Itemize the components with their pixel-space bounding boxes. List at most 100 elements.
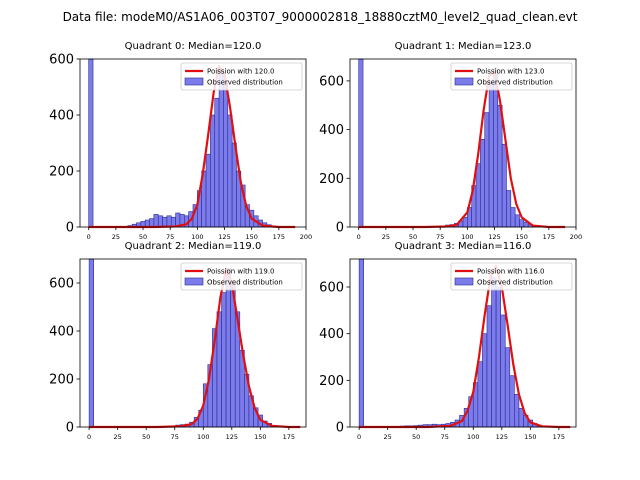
histogram-bar <box>509 375 515 428</box>
histogram-bar <box>519 219 525 228</box>
histogram-bar <box>501 143 507 228</box>
y-tick-label: 200 <box>49 165 74 180</box>
x-tick-label: 25 <box>382 233 390 241</box>
histogram-bar <box>493 68 499 228</box>
x-tick-label: 0 <box>87 433 91 441</box>
y-tick-label: 0 <box>66 221 74 236</box>
subplot-title: Quadrant 0: Median=120.0 <box>125 41 262 52</box>
histogram-bars <box>358 58 542 228</box>
axes-frame <box>79 258 307 428</box>
histogram-bar <box>462 216 468 228</box>
y-tick-label: 200 <box>319 374 344 389</box>
x-tick-label: 125 <box>218 233 230 241</box>
histogram-bar-zero <box>358 258 364 428</box>
quadrant-0-panel: Quadrant 0: Median=120.0 0 200 400 600 0 25 50 7… <box>49 41 312 241</box>
x-tick-label: 150 <box>515 233 527 241</box>
y-tick-label: 400 <box>319 327 344 342</box>
x-tick-label: 25 <box>114 433 122 441</box>
subplot-title: Quadrant 3: Median=116.0 <box>395 241 532 252</box>
x-tick-label: 0 <box>87 233 91 241</box>
histogram-bar <box>166 215 172 228</box>
histogram-bar <box>477 361 483 428</box>
y-tick-label: 600 <box>319 281 344 296</box>
legend: Poission with 123.0 Observed distribution <box>450 62 573 91</box>
histogram-bar <box>514 394 520 428</box>
y-tick-label: 0 <box>66 421 74 436</box>
legend-bar-swatch <box>454 277 474 286</box>
histogram-bar <box>495 286 501 428</box>
legend-label-observed: Observed distribution <box>477 279 553 287</box>
histogram-bar <box>510 207 516 228</box>
y-tick-label: 0 <box>336 221 344 236</box>
x-tick-label: 200 <box>300 233 312 241</box>
histogram-bar <box>216 311 222 428</box>
histogram-bar <box>205 153 211 228</box>
y-tick-label: 400 <box>319 123 344 138</box>
legend-box <box>450 62 573 91</box>
x-tick-label: 175 <box>553 433 565 441</box>
x-tick-label: 50 <box>139 233 147 241</box>
y-tick-label: 400 <box>49 109 74 124</box>
histogram-bar <box>225 268 231 428</box>
legend-box <box>180 62 303 91</box>
x-tick-label: 125 <box>496 433 508 441</box>
histogram-bar-zero <box>88 58 94 228</box>
y-tick-label: 200 <box>319 172 344 187</box>
x-tick-label: 150 <box>254 433 266 441</box>
axes-frame <box>79 58 307 228</box>
histogram-bar <box>157 215 163 228</box>
y-tick-label: 400 <box>49 325 74 340</box>
y-tick-label: 600 <box>49 277 74 292</box>
legend-box <box>180 262 303 291</box>
axes-frame <box>349 58 577 228</box>
legend-bar-swatch <box>184 77 204 86</box>
histogram-bar <box>506 190 512 228</box>
y-tick-label: 600 <box>319 74 344 89</box>
y-tick-label: 0 <box>336 421 344 436</box>
x-tick-label: 175 <box>273 233 285 241</box>
legend-label-poisson: Poission with 119.0 <box>207 268 275 276</box>
x-tick-label: 100 <box>467 433 479 441</box>
legend-label-observed: Observed distribution <box>207 279 283 287</box>
figure-title: Data file: modeM0/AS1A06_003T07_90000028… <box>63 10 578 24</box>
x-tick-label: 50 <box>142 433 150 441</box>
histogram-bar <box>149 218 155 228</box>
histogram-bar-zero <box>88 258 94 428</box>
x-tick-label: 175 <box>543 233 555 241</box>
histogram-bar <box>482 333 488 428</box>
histogram-bar <box>214 97 220 228</box>
histogram-bar <box>484 112 490 228</box>
histogram-bar <box>223 81 229 228</box>
legend-bar-swatch <box>454 77 474 86</box>
histogram-bar <box>491 277 497 428</box>
legend-label-poisson: Poission with 123.0 <box>477 68 545 76</box>
x-tick-label: 75 <box>166 233 174 241</box>
x-tick-label: 75 <box>171 433 179 441</box>
x-tick-label: 125 <box>488 233 500 241</box>
subplot-title: Quadrant 2: Median=119.0 <box>125 241 262 252</box>
x-tick-label: 50 <box>409 233 417 241</box>
x-tick-label: 150 <box>245 233 257 241</box>
subplot-title: Quadrant 1: Median=123.0 <box>395 41 532 52</box>
legend-label-observed: Observed distribution <box>477 79 553 87</box>
x-tick-label: 100 <box>197 433 209 441</box>
quadrant-2-panel: Quadrant 2: Median=119.0 0 200 400 600 0 25 50 7… <box>49 241 307 441</box>
legend-bar-swatch <box>184 277 204 286</box>
x-tick-label: 75 <box>436 233 444 241</box>
histogram-bar <box>475 163 481 228</box>
x-tick-label: 75 <box>441 433 449 441</box>
subplots-grid: Quadrant 0: Median=120.0 0 200 400 600 0 25 50 7… <box>49 41 582 441</box>
quadrant-3-panel: Quadrant 3: Median=116.0 0 200 400 600 0 25 50 7… <box>319 241 577 441</box>
histogram-bar <box>210 114 216 228</box>
legend-label-poisson: Poission with 116.0 <box>477 268 545 276</box>
histogram-bar <box>486 305 492 428</box>
histogram-bar <box>497 104 503 228</box>
x-tick-label: 50 <box>412 433 420 441</box>
x-tick-label: 100 <box>461 233 473 241</box>
histogram-bar <box>518 408 524 428</box>
histogram-bar <box>504 347 511 428</box>
histogram-bar <box>480 139 486 228</box>
x-tick-label: 25 <box>384 433 392 441</box>
legend: Poission with 116.0 Observed distribution <box>450 262 573 291</box>
